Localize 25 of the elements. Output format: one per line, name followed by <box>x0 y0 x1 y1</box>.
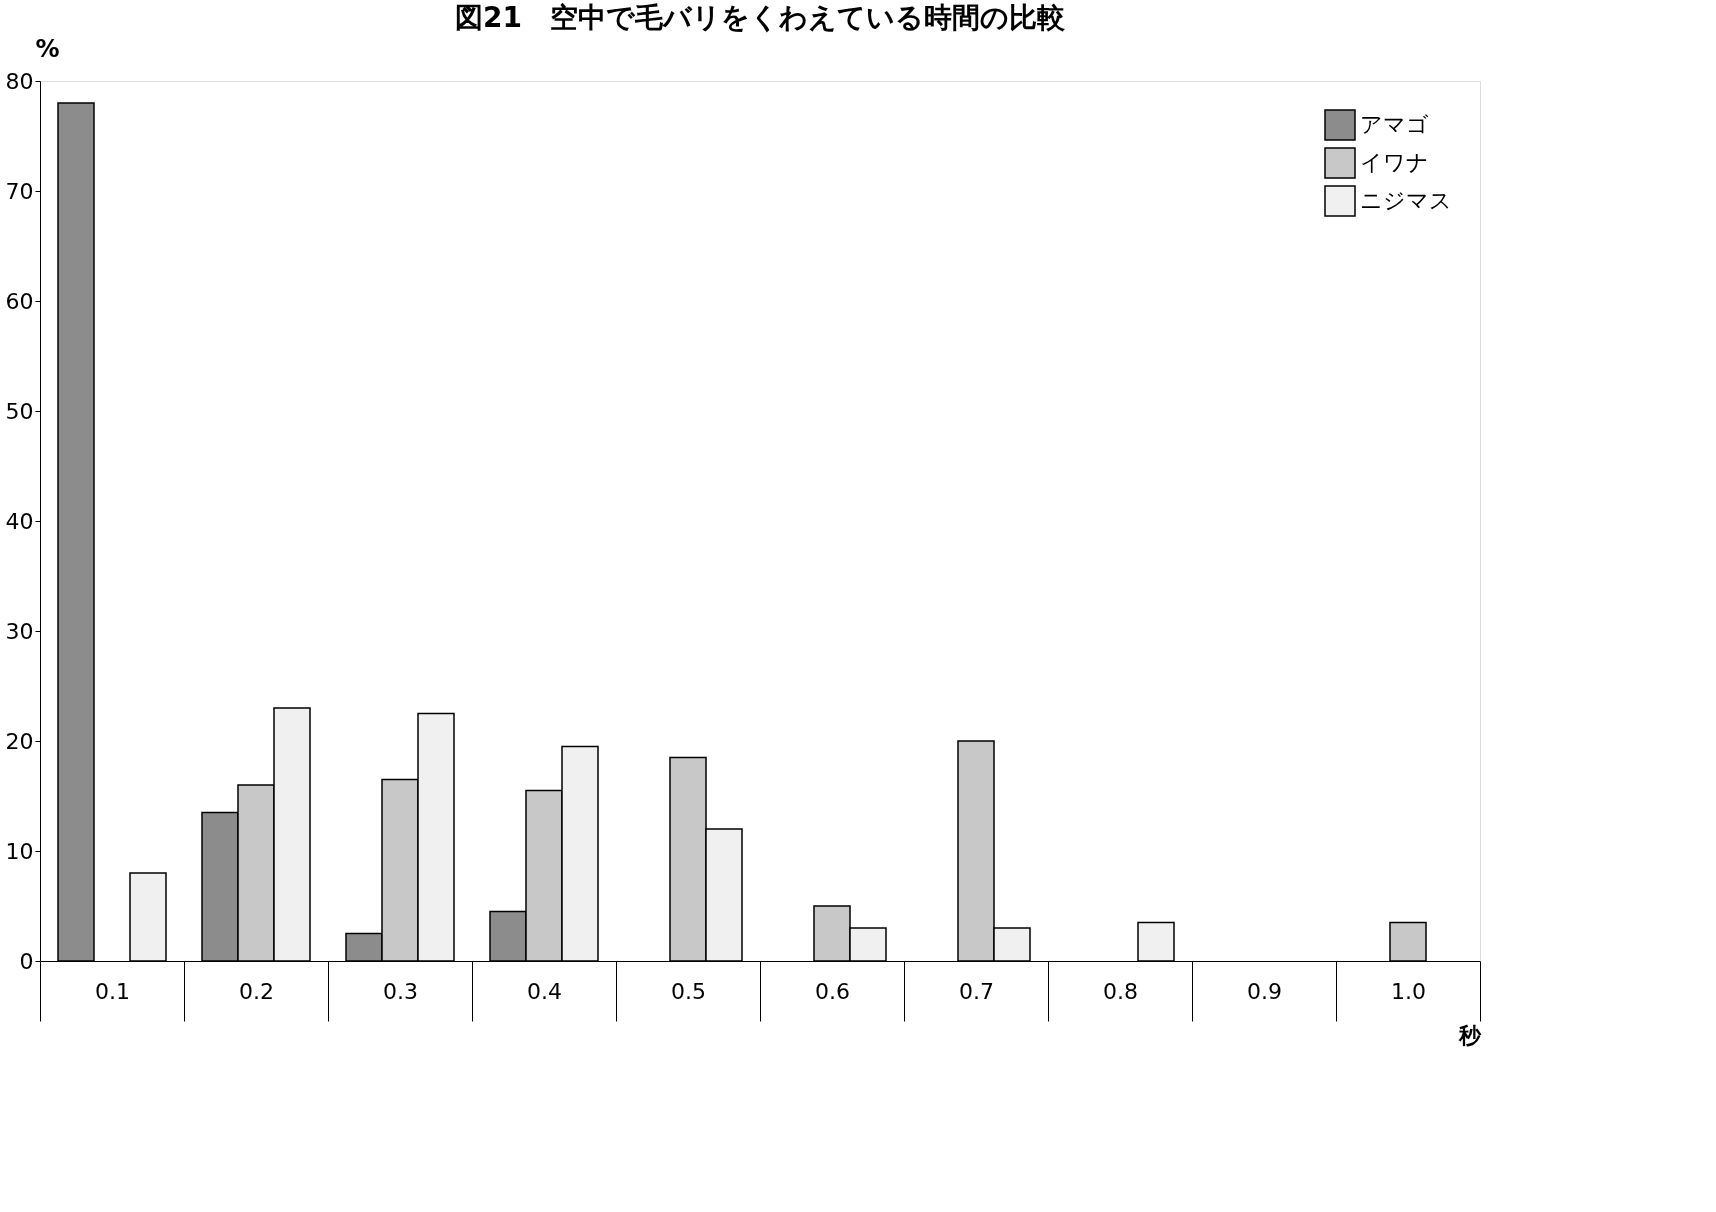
y-axis-title: % <box>35 34 60 63</box>
y-tick-label: 40 <box>5 508 34 534</box>
x-tick-label: 0.6 <box>815 978 850 1004</box>
x-tick-label: 0.5 <box>671 978 706 1004</box>
y-tick-label: 60 <box>5 288 34 314</box>
x-tick-label: 0.2 <box>239 978 274 1004</box>
x-axis-title: 秒 <box>1457 1023 1482 1048</box>
x-tick-label: 0.8 <box>1103 978 1138 1004</box>
legend-label: イワナ <box>1360 150 1429 175</box>
x-tick-label: 0.3 <box>383 978 418 1004</box>
x-tick-label: 0.7 <box>959 978 994 1004</box>
x-tick-label: 1.0 <box>1391 978 1426 1004</box>
y-tick-label: 80 <box>5 68 34 94</box>
x-tick-label: 0.9 <box>1247 978 1282 1004</box>
y-tick-label: 50 <box>5 398 34 424</box>
y-tick-label: 70 <box>5 178 34 204</box>
legend-label: アマゴ <box>1360 112 1429 137</box>
y-tick-label: 10 <box>5 838 34 864</box>
chart-title: 図21 空中で毛バリをくわえている時間の比較 <box>455 1 1066 34</box>
y-tick-label: 20 <box>5 728 34 754</box>
legend-label: ニジマス <box>1360 188 1452 213</box>
y-tick-label: 30 <box>5 618 34 644</box>
x-tick-label: 0.4 <box>527 978 562 1004</box>
x-tick-label: 0.1 <box>95 978 130 1004</box>
y-tick-label: 0 <box>19 948 34 974</box>
